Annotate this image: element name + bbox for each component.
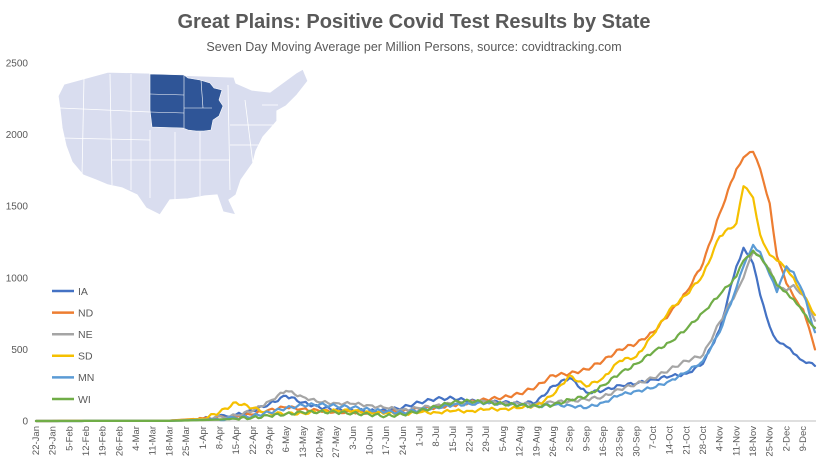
x-tick-label: 25-Nov bbox=[765, 426, 776, 457]
x-tick-label: 22-Jan bbox=[31, 426, 42, 455]
y-tick-label: 500 bbox=[11, 345, 28, 356]
x-tick-label: 29-Apr bbox=[265, 426, 276, 455]
chart-subtitle: Seven Day Moving Average per Million Per… bbox=[206, 40, 621, 54]
x-tick-label: 8-Apr bbox=[214, 426, 225, 449]
x-tick-label: 1-Jul bbox=[415, 426, 426, 447]
chart-title: Great Plains: Positive Covid Test Result… bbox=[177, 11, 650, 33]
x-tick-label: 13-May bbox=[298, 426, 309, 458]
series-line-sd bbox=[34, 185, 817, 423]
x-tick-label: 1-Apr bbox=[198, 426, 209, 449]
x-tick-label: 15-Apr bbox=[231, 426, 242, 455]
plot-area bbox=[34, 150, 817, 423]
legend-label-wi: WI bbox=[78, 394, 91, 406]
y-tick-label: 2500 bbox=[6, 59, 29, 70]
x-tick-label: 26-Aug bbox=[548, 426, 559, 457]
legend-label-ia: IA bbox=[78, 286, 88, 298]
x-tick-label: 5-Feb bbox=[64, 426, 75, 451]
x-tick-label: 6-May bbox=[281, 426, 292, 453]
legend-label-sd: SD bbox=[78, 351, 93, 363]
x-tick-label: 7-Oct bbox=[648, 426, 659, 450]
x-tick-label: 26-Feb bbox=[114, 426, 125, 456]
series-line-ia bbox=[34, 246, 817, 423]
x-axis: 22-Jan 29-Jan 5-Feb 12-Feb 19-Feb 26-Feb 4-Mar… bbox=[31, 426, 809, 458]
x-tick-label: 22-Apr bbox=[248, 426, 259, 455]
x-tick-label: 18-Mar bbox=[164, 426, 175, 456]
x-tick-label: 11-Nov bbox=[731, 426, 742, 456]
x-tick-label: 15-Jul bbox=[448, 426, 459, 452]
x-tick-label: 4-Nov bbox=[715, 426, 726, 452]
x-tick-label: 19-Aug bbox=[531, 426, 542, 457]
series-line-ne bbox=[34, 250, 817, 423]
x-tick-label: 5-Aug bbox=[498, 426, 509, 451]
x-tick-label: 2-Dec bbox=[781, 426, 792, 452]
x-tick-label: 25-Mar bbox=[181, 426, 192, 456]
legend: IA ND NE SD MN WI bbox=[52, 286, 94, 406]
x-tick-label: 17-Jun bbox=[381, 426, 392, 455]
x-tick-label: 30-Sep bbox=[631, 426, 642, 457]
x-tick-label: 22-Jul bbox=[465, 426, 476, 452]
x-tick-label: 27-May bbox=[331, 426, 342, 458]
x-tick-label: 16-Sep bbox=[598, 426, 609, 457]
x-tick-label: 14-Oct bbox=[665, 426, 676, 455]
x-tick-label: 11-Mar bbox=[148, 426, 159, 455]
x-tick-label: 24-Jun bbox=[398, 426, 409, 455]
y-tick-label: 1500 bbox=[6, 202, 29, 213]
x-tick-label: 29-Jul bbox=[481, 426, 492, 452]
x-tick-label: 21-Oct bbox=[681, 426, 692, 455]
legend-label-ne: NE bbox=[78, 329, 93, 341]
y-tick-label: 0 bbox=[22, 417, 28, 428]
y-tick-label: 1000 bbox=[6, 273, 29, 284]
x-tick-label: 9-Dec bbox=[798, 426, 809, 452]
x-tick-label: 23-Sep bbox=[615, 426, 626, 457]
great-plains-borders bbox=[149, 75, 212, 128]
great-plains-states bbox=[149, 73, 224, 132]
x-tick-label: 28-Oct bbox=[698, 426, 709, 455]
x-tick-label: 19-Feb bbox=[98, 426, 109, 456]
x-tick-label: 10-Jun bbox=[365, 426, 376, 455]
x-tick-label: 29-Jan bbox=[48, 426, 59, 455]
x-tick-label: 20-May bbox=[315, 426, 326, 458]
x-tick-label: 12-Aug bbox=[515, 426, 526, 457]
x-tick-label: 9-Sep bbox=[581, 426, 592, 451]
x-tick-label: 4-Mar bbox=[131, 426, 142, 451]
x-tick-label: 12-Feb bbox=[81, 426, 92, 456]
legend-label-mn: MN bbox=[78, 372, 94, 384]
y-tick-label: 2000 bbox=[6, 130, 29, 141]
x-tick-label: 8-Jul bbox=[431, 426, 442, 447]
us-inset-map bbox=[57, 68, 309, 216]
x-tick-label: 3-Jun bbox=[348, 426, 359, 450]
series-line-wi bbox=[34, 249, 817, 423]
legend-label-nd: ND bbox=[78, 307, 94, 319]
y-axis: 0 500 1000 1500 2000 2500 bbox=[6, 59, 29, 428]
x-tick-label: 18-Nov bbox=[748, 426, 759, 457]
x-tick-label: 2-Sep bbox=[565, 426, 576, 451]
us-map-state-borders bbox=[59, 73, 278, 200]
